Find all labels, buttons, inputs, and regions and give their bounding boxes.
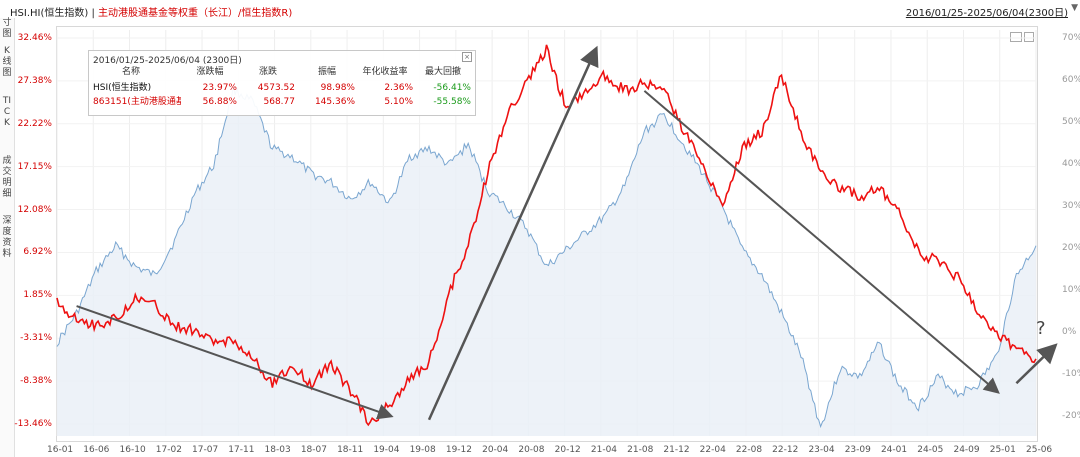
left-tick-label: 6.92% bbox=[23, 247, 52, 258]
x-tick-label: 24-05 bbox=[917, 445, 944, 455]
x-tick-label: 24-01 bbox=[880, 445, 908, 455]
x-tick-label: 17-02 bbox=[155, 445, 182, 455]
right-tick-label: 40% bbox=[1062, 159, 1080, 169]
row-chg: 568.77 bbox=[263, 97, 296, 107]
col-chg: 涨跌 bbox=[258, 67, 277, 77]
stats-table: 2016/01/25-2025/06/04 (2300日) × 名称 涨跌幅 涨… bbox=[88, 50, 476, 116]
dropdown-caret-icon[interactable]: ▼ bbox=[1071, 3, 1078, 13]
x-tick-label: 21-04 bbox=[590, 445, 618, 455]
x-tick-label: 21-12 bbox=[663, 445, 690, 455]
x-tick-label: 17-07 bbox=[192, 445, 219, 455]
table-row[interactable]: HSI(恒生指数) 23.97% 4573.52 98.98% 2.36% -5… bbox=[89, 82, 475, 94]
row-amp: 98.98% bbox=[320, 83, 355, 93]
right-tick-label: -10% bbox=[1062, 369, 1080, 379]
row-name: HSI(恒生指数) bbox=[93, 83, 152, 93]
side-tab-trades[interactable]: 成交明细 bbox=[2, 156, 12, 199]
chart-header: HSI.HI(恒生指数) | 主动港股通基金等权重（长江）/恒生指数R) bbox=[10, 4, 292, 19]
side-toolbar: 寸图 K线图 TICK 成交明细 深度资料 bbox=[0, 18, 15, 457]
index-code-label[interactable]: HSI.HI(恒生指数) bbox=[10, 8, 89, 19]
right-tick-label: 30% bbox=[1062, 201, 1080, 211]
row-mdd: -56.41% bbox=[433, 83, 471, 93]
trend-arrow bbox=[1015, 343, 1058, 385]
hsi-area bbox=[57, 85, 1036, 437]
x-tick-label: 25-01 bbox=[989, 445, 1016, 455]
x-tick-label: 17-11 bbox=[228, 445, 255, 455]
x-tick-label: 16-10 bbox=[119, 445, 146, 455]
side-tab-chart[interactable]: 寸图 bbox=[2, 18, 12, 39]
x-tick-label: 24-09 bbox=[953, 445, 980, 455]
side-tab-kline[interactable]: K线图 bbox=[2, 46, 12, 78]
x-tick-label: 21-08 bbox=[627, 445, 654, 455]
x-tick-label: 20-12 bbox=[554, 445, 581, 455]
question-mark-annotation: ? bbox=[1036, 318, 1046, 339]
trend-arrow bbox=[76, 305, 394, 420]
x-tick-label: 19-12 bbox=[445, 445, 472, 455]
x-tick-label: 20-04 bbox=[482, 445, 509, 455]
right-tick-label: 60% bbox=[1062, 75, 1080, 85]
row-name: 863151(主动港股通基 bbox=[93, 97, 181, 107]
x-tick-label: 16-06 bbox=[83, 445, 110, 455]
x-tick-label: 19-08 bbox=[409, 445, 436, 455]
stats-table-header: 名称 涨跌幅 涨跌 振幅 年化收益率 最大回撤 bbox=[89, 66, 475, 78]
left-tick-label: 12.08% bbox=[17, 204, 52, 215]
col-ann: 年化收益率 bbox=[362, 67, 408, 77]
col-chg-pct: 涨跌幅 bbox=[196, 67, 224, 77]
col-amp: 振幅 bbox=[317, 67, 336, 77]
left-tick-label: -8.38% bbox=[20, 376, 52, 387]
trend-arrow bbox=[643, 90, 1000, 394]
right-tick-label: 50% bbox=[1062, 117, 1080, 127]
row-ann: 5.10% bbox=[384, 97, 413, 107]
close-icon[interactable]: × bbox=[462, 52, 472, 62]
left-tick-label: -13.46% bbox=[14, 419, 52, 429]
row-chg-pct: 23.97% bbox=[202, 83, 237, 93]
left-tick-label: 27.38% bbox=[17, 75, 52, 86]
left-tick-label: 32.46% bbox=[17, 33, 52, 43]
x-tick-label: 20-08 bbox=[518, 445, 545, 455]
fund-series-label[interactable]: 主动港股通基金等权重（长江）/恒生指数R) bbox=[98, 8, 293, 19]
row-chg-pct: 56.88% bbox=[202, 97, 237, 107]
x-tick-label: 18-03 bbox=[264, 445, 291, 455]
maximize-window-icon[interactable] bbox=[1024, 32, 1034, 42]
trend-arrow bbox=[427, 45, 599, 421]
row-mdd: -55.58% bbox=[433, 97, 471, 107]
x-tick-label: 23-09 bbox=[844, 445, 871, 455]
x-tick-label: 22-04 bbox=[699, 445, 726, 455]
right-tick-label: 70% bbox=[1062, 33, 1080, 43]
right-tick-label: -20% bbox=[1062, 411, 1080, 421]
right-tick-label: 0% bbox=[1062, 327, 1077, 337]
left-tick-label: 22.22% bbox=[17, 118, 52, 129]
left-tick-label: -3.31% bbox=[20, 333, 52, 344]
x-tick-label: 22-12 bbox=[772, 445, 799, 455]
side-tab-depth[interactable]: 深度资料 bbox=[2, 216, 12, 259]
right-tick-label: 20% bbox=[1062, 243, 1080, 253]
x-tick-label: 18-07 bbox=[300, 445, 327, 455]
restore-window-icon[interactable] bbox=[1010, 32, 1022, 42]
stats-table-title: 2016/01/25-2025/06/04 (2300日) bbox=[93, 56, 242, 66]
fund-line bbox=[56, 44, 1037, 427]
x-tick-label: 23-04 bbox=[808, 445, 835, 455]
table-row[interactable]: 863151(主动港股通基 56.88% 568.77 145.36% 5.10… bbox=[89, 96, 475, 108]
col-name: 名称 bbox=[121, 67, 140, 77]
right-tick-label: 10% bbox=[1062, 285, 1080, 295]
x-tick-label: 19-04 bbox=[373, 445, 400, 455]
hsi-line bbox=[56, 85, 1037, 429]
x-tick-label: 22-08 bbox=[735, 445, 763, 455]
left-tick-label: 1.85% bbox=[23, 290, 52, 301]
date-range-link[interactable]: 2016/01/25-2025/06/04(2300日) bbox=[905, 8, 1068, 19]
x-tick-label: 16-01 bbox=[47, 445, 74, 455]
x-tick-label: 18-11 bbox=[337, 445, 364, 455]
row-ann: 2.36% bbox=[384, 83, 413, 93]
row-amp: 145.36% bbox=[314, 97, 355, 107]
left-tick-label: 17.15% bbox=[17, 161, 52, 172]
header-separator: | bbox=[88, 8, 99, 19]
side-tab-tick[interactable]: TICK bbox=[2, 96, 12, 128]
row-chg: 4573.52 bbox=[257, 83, 295, 93]
x-tick-label: 25-06 bbox=[1026, 445, 1053, 455]
col-mdd: 最大回撤 bbox=[424, 67, 461, 77]
